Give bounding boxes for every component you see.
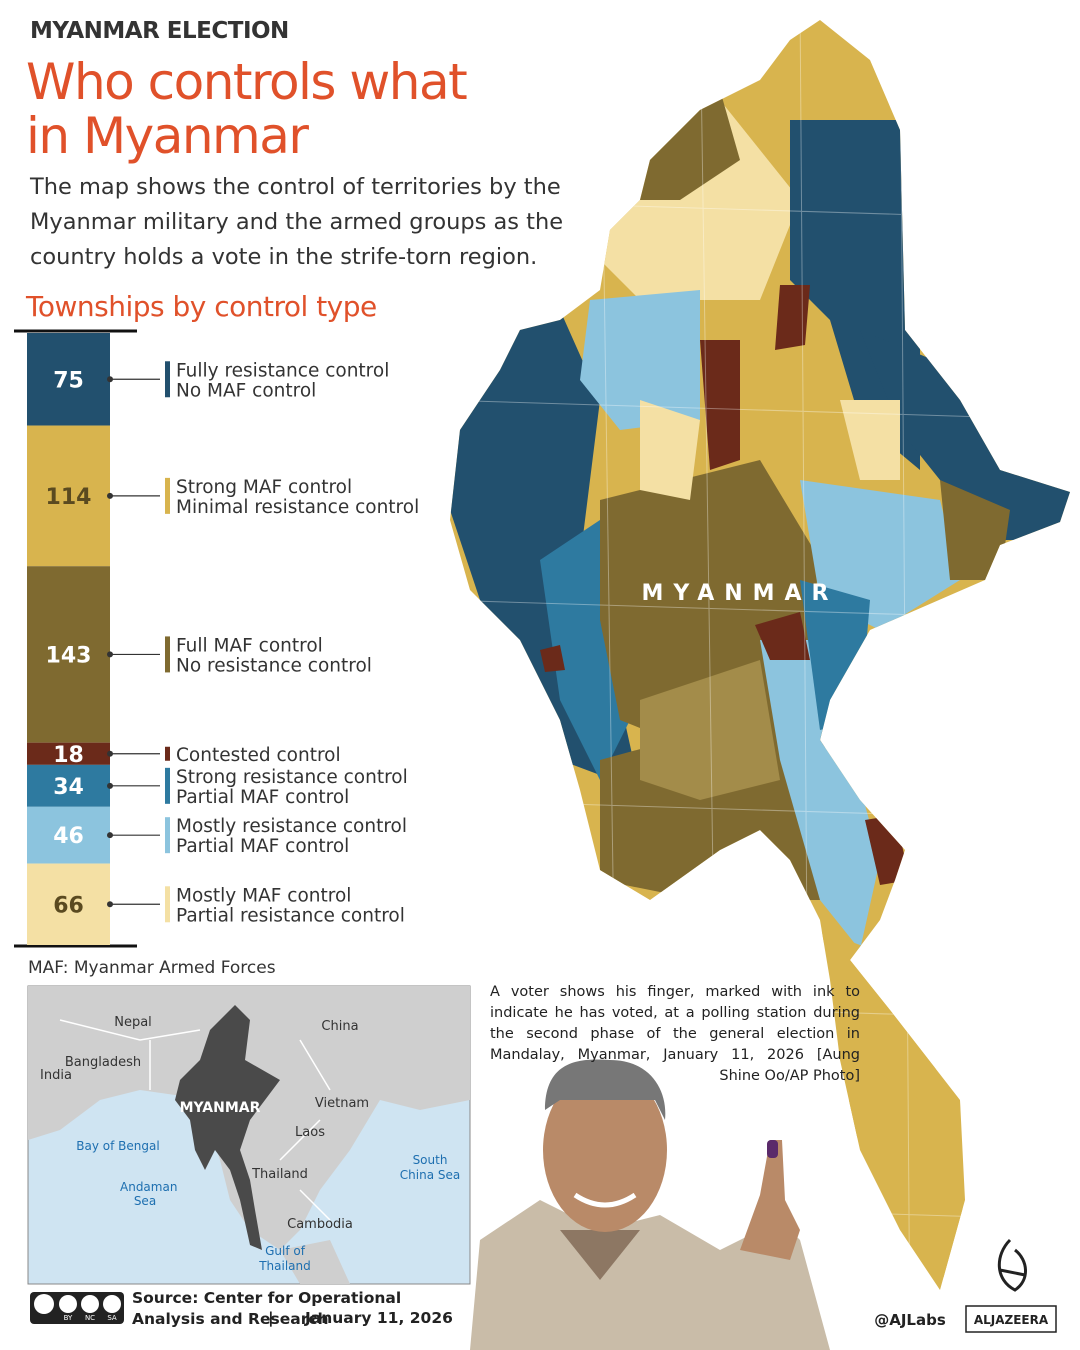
- inset-label: Laos: [295, 1125, 325, 1140]
- inset-label: China: [321, 1019, 358, 1034]
- legend-name: Contested control: [176, 745, 341, 766]
- sea-label-box: Andaman Sea: [120, 1180, 178, 1208]
- bar-segment: [27, 806, 110, 864]
- title-line: in Myanmar: [26, 107, 309, 165]
- license-badge: [30, 1292, 124, 1324]
- value-label: 18: [53, 743, 84, 768]
- separator: |: [268, 1309, 274, 1327]
- value-label: 66: [53, 893, 84, 918]
- value-label: 75: [53, 368, 84, 393]
- chart-title: Townships by control type: [26, 290, 377, 323]
- legend-swatch: [165, 746, 170, 761]
- legend-note: Minimal resistance control: [176, 497, 419, 518]
- legend-name: Strong resistance control: [176, 767, 408, 788]
- value-label: 143: [46, 643, 92, 668]
- bar-segment: [27, 863, 110, 945]
- legend-note: No MAF control: [176, 380, 316, 401]
- sea-label: Andaman Sea: [120, 1180, 178, 1208]
- legend-swatch: [165, 361, 170, 398]
- license-text: BY: [64, 1314, 73, 1322]
- legend-swatch: [165, 817, 170, 854]
- legend-name: Mostly MAF control: [176, 885, 351, 906]
- brand: ALJAZEERA: [974, 1313, 1049, 1327]
- leader-dot: [107, 832, 113, 839]
- inset-label: India: [40, 1068, 72, 1083]
- sea-label-box: Gulf of Thailand: [259, 1244, 311, 1273]
- sea-label: South China Sea: [399, 1153, 461, 1182]
- legend-note: Partial resistance control: [176, 905, 405, 926]
- inset-label: Nepal: [114, 1015, 152, 1030]
- legend-swatch: [165, 767, 170, 804]
- inset-map: [27, 985, 471, 1285]
- date: January 11, 2026: [305, 1309, 453, 1327]
- title-line: Who controls what: [26, 53, 468, 111]
- legend-name: Mostly resistance control: [176, 816, 407, 837]
- value-label: 34: [53, 775, 84, 800]
- bar-segment: [27, 742, 110, 765]
- kicker: MYANMAR ELECTION: [30, 18, 289, 44]
- legend-name: Fully resistance control: [176, 360, 389, 381]
- voter-photo: [470, 1059, 830, 1350]
- description: The map shows the control of territories…: [30, 174, 564, 270]
- source: Source: Center for Operational Analysis …: [132, 1289, 402, 1328]
- handle: @AJLabs: [874, 1311, 946, 1329]
- legend-swatch: [165, 477, 170, 514]
- sea-label-box: South China Sea: [399, 1153, 461, 1182]
- title: Who controls what in Myanmar: [26, 53, 468, 165]
- legend-note: Partial MAF control: [176, 787, 349, 808]
- bar-segment: [27, 333, 110, 426]
- leader-dot: [107, 782, 113, 789]
- photo-caption: A voter shows his finger, marked with in…: [490, 984, 860, 1084]
- inset-label: Thailand: [251, 1167, 308, 1182]
- map-label: MYANMAR: [641, 581, 838, 606]
- footnote: MAF: Myanmar Armed Forces: [28, 958, 276, 978]
- leader-dot: [107, 492, 113, 499]
- legend-name: Strong MAF control: [176, 477, 352, 498]
- sea-label: Gulf of Thailand: [259, 1244, 311, 1273]
- inset-label: MYANMAR: [180, 1100, 261, 1116]
- license-text: NC: [85, 1314, 95, 1322]
- sea-label: Bay of Bengal: [76, 1139, 159, 1153]
- brand-box: [965, 1305, 1057, 1333]
- inset-label: Vietnam: [315, 1096, 369, 1111]
- brand-logo: [997, 1238, 1027, 1292]
- license-text: SA: [107, 1314, 117, 1322]
- legend-note: Partial MAF control: [176, 836, 349, 857]
- legend-swatch: [165, 886, 170, 923]
- value-label: 114: [46, 485, 92, 510]
- legend-swatch: [165, 636, 170, 673]
- inset-label: Bangladesh: [65, 1055, 141, 1070]
- bar-segment: [27, 425, 110, 567]
- leader-dot: [107, 651, 113, 658]
- value-label: 46: [53, 824, 84, 849]
- inset-label: Cambodia: [287, 1217, 353, 1232]
- bar-segment: [27, 566, 110, 743]
- source-block: Source: Center for Operational Analysis …: [132, 1288, 452, 1330]
- leader-dot: [107, 376, 113, 383]
- leader-dot: [107, 750, 113, 757]
- leader-dot: [107, 901, 113, 908]
- bar-segment: [27, 764, 110, 807]
- legend-name: Full MAF control: [176, 635, 323, 656]
- legend-note: No resistance control: [176, 655, 372, 676]
